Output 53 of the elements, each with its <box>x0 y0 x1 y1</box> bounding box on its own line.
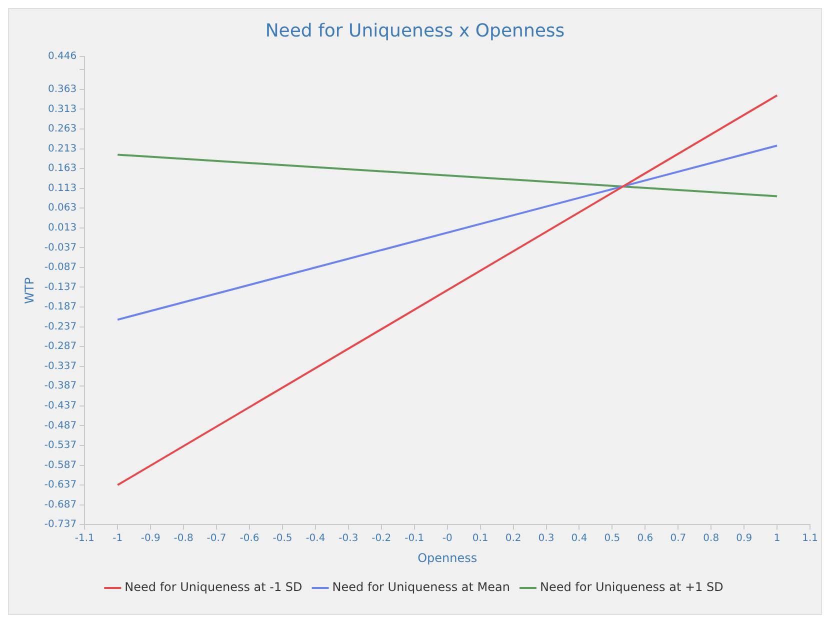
y-tick-label: 0.263 <box>48 124 77 135</box>
x-tick-label: -0.9 <box>140 533 160 544</box>
x-tick-label: -0.6 <box>240 533 260 544</box>
y-tick-label: 0.363 <box>48 84 77 96</box>
x-tick-label: 0.3 <box>538 533 554 544</box>
x-tick-label: -0.2 <box>372 533 392 544</box>
y-tick-label: -0.337 <box>44 360 77 372</box>
y-tick-label: -0.387 <box>44 380 77 392</box>
x-tick-label: -0.8 <box>174 533 194 544</box>
y-axis-title: WTP <box>22 277 36 304</box>
x-tick-label: 0.7 <box>670 533 686 544</box>
x-tick-label: -0.1 <box>404 533 424 544</box>
x-tick-label: 1 <box>774 533 780 544</box>
x-tick-label: -1 <box>112 533 123 544</box>
y-tick-label: 0.013 <box>48 222 77 234</box>
x-tick-label: -0.7 <box>206 533 226 544</box>
y-tick-label: -0.237 <box>44 321 77 332</box>
x-tick-label: 0.9 <box>736 533 752 544</box>
y-tick-label: -0.487 <box>44 420 77 432</box>
chart-title: Need for Uniqueness x Openness <box>265 20 565 42</box>
y-tick-label: -0.737 <box>44 519 77 530</box>
legend-label: Need for Uniqueness at Mean <box>332 580 510 594</box>
y-tick-label: -0.137 <box>44 282 77 293</box>
x-tick-label: 1.1 <box>802 533 818 544</box>
x-tick-label: 0.8 <box>703 533 720 544</box>
y-tick-label: 0.063 <box>48 202 77 214</box>
y-tick-label: -0.687 <box>44 499 77 510</box>
y-tick-label: 0.213 <box>48 143 77 154</box>
legend-label: Need for Uniqueness at -1 SD <box>124 580 302 594</box>
y-tick-label: -0.187 <box>44 302 77 313</box>
x-tick-label: 0.6 <box>637 533 654 544</box>
x-tick-label: -1.1 <box>74 533 94 544</box>
x-tick-label: -0 <box>442 533 452 544</box>
y-tick-label: 0.113 <box>48 182 77 194</box>
y-tick-label: -0.537 <box>44 440 77 452</box>
y-tick-label: -0.287 <box>44 341 77 352</box>
y-tick-label: -0.587 <box>44 460 77 471</box>
x-axis-title: Openness <box>418 550 478 565</box>
y-tick-label: -0.437 <box>44 400 77 412</box>
x-tick-label: -0.4 <box>306 533 326 544</box>
y-tick-label: -0.037 <box>44 242 77 254</box>
y-tick-label: 0.313 <box>48 104 77 115</box>
y-tick-label: 0.163 <box>48 163 77 174</box>
x-tick-label: 0.5 <box>604 533 620 544</box>
x-tick-label: -0.5 <box>272 533 292 544</box>
y-tick-label: -0.637 <box>44 480 77 491</box>
x-tick-label: -0.3 <box>338 533 358 544</box>
x-tick-label: 0.1 <box>472 533 488 544</box>
legend-label: Need for Uniqueness at +1 SD <box>540 580 724 594</box>
x-tick-label: 0.2 <box>505 533 522 544</box>
y-tick-label: 0.446 <box>48 51 77 62</box>
y-tick-label: -0.087 <box>44 262 77 274</box>
x-tick-label: 0.4 <box>571 533 588 544</box>
